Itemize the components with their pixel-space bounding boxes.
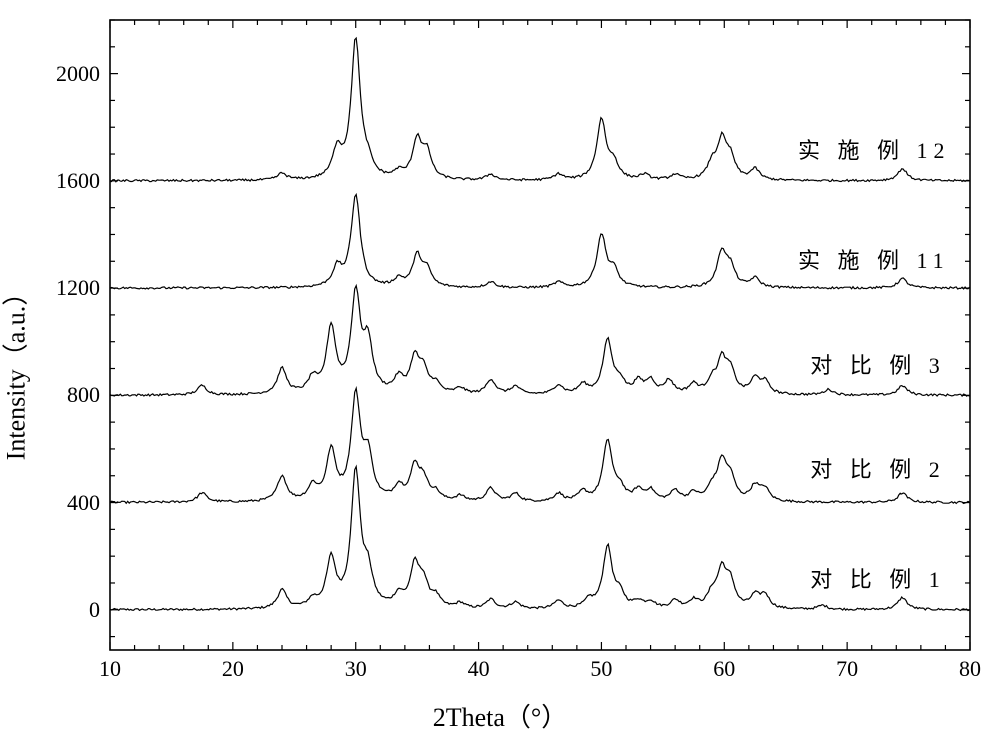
x-tick-label: 60 xyxy=(713,656,735,682)
y-tick-label: 1200 xyxy=(56,275,100,301)
y-tick-label: 2000 xyxy=(56,61,100,87)
series-label: 实 施 例 11 xyxy=(798,243,950,275)
series-label: 实 施 例 12 xyxy=(798,133,951,165)
x-tick-label: 70 xyxy=(836,656,858,682)
x-axis-label: 2Theta（°） xyxy=(433,697,568,734)
y-tick-label: 0 xyxy=(89,597,100,623)
x-tick-label: 50 xyxy=(590,656,612,682)
xrd-trace xyxy=(110,388,970,503)
series-label: 对 比 例 3 xyxy=(810,348,946,380)
series-label: 对 比 例 2 xyxy=(810,452,946,484)
y-tick-label: 800 xyxy=(67,382,100,408)
x-tick-label: 80 xyxy=(959,656,981,682)
x-tick-label: 30 xyxy=(345,656,367,682)
x-tick-label: 40 xyxy=(468,656,490,682)
y-tick-label: 1600 xyxy=(56,168,100,194)
y-axis-label: Intensity（a.u.） xyxy=(0,280,33,461)
y-tick-label: 400 xyxy=(67,490,100,516)
series-label: 对 比 例 1 xyxy=(810,562,946,594)
xrd-figure: Intensity（a.u.） 2Theta（°） 10 20 30 40 50 60 70… xyxy=(0,0,1000,740)
x-tick-label: 10 xyxy=(99,656,121,682)
x-tick-label: 20 xyxy=(222,656,244,682)
